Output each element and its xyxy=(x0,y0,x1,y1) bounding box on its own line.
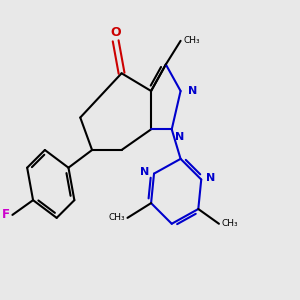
Text: N: N xyxy=(206,173,215,183)
Text: O: O xyxy=(110,26,121,39)
Text: F: F xyxy=(2,208,10,221)
Text: CH₃: CH₃ xyxy=(184,36,200,45)
Text: CH₃: CH₃ xyxy=(109,213,125,222)
Text: N: N xyxy=(188,86,197,96)
Text: N: N xyxy=(175,132,184,142)
Text: N: N xyxy=(140,167,150,177)
Text: CH₃: CH₃ xyxy=(221,219,238,228)
